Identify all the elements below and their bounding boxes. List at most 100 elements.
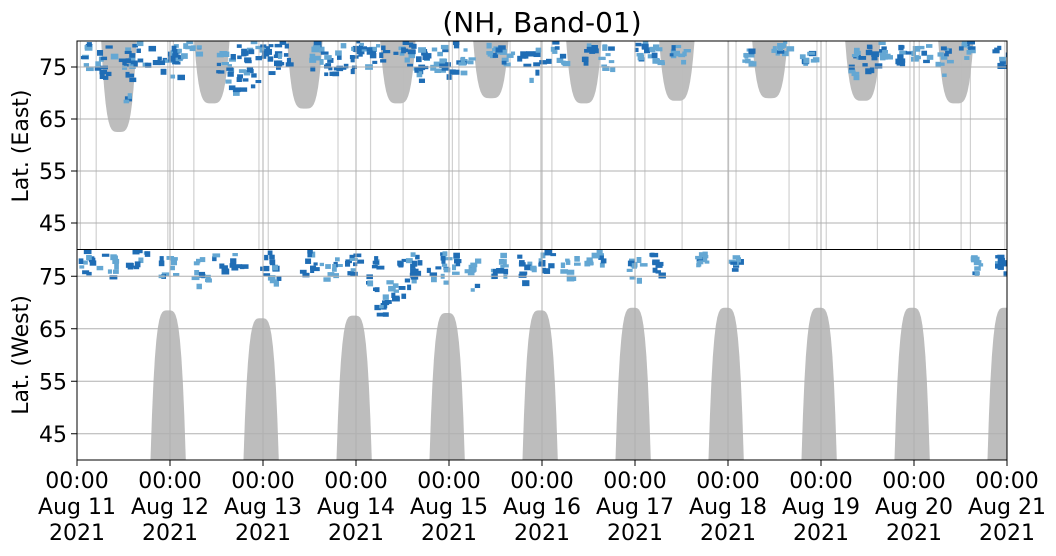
activity-cell-west-17-10	[503, 268, 509, 275]
activity-cell-east-39-1	[946, 59, 954, 64]
activity-cell-east-17-2	[411, 43, 417, 49]
activity-cell-east-5-8	[173, 54, 180, 58]
activity-cell-east-14-9	[337, 55, 342, 60]
activity-cell-east-7-8	[221, 62, 229, 66]
activity-cell-east-7-7	[217, 70, 225, 74]
activity-cell-west-11-8	[382, 294, 389, 300]
activity-cell-west-6-3	[267, 250, 273, 256]
activity-cell-east-18-11	[422, 65, 429, 70]
activity-cell-east-9-5	[244, 50, 249, 56]
coverage-stripe-5	[258, 41, 260, 249]
activity-cell-west-13-7	[410, 275, 419, 280]
activity-cell-east-14-5	[336, 65, 344, 72]
xtick-date-9: Aug 20	[875, 495, 953, 520]
activity-cell-west-9-5	[345, 261, 351, 267]
xtick-time-8: 00:00	[789, 469, 852, 494]
activity-cell-east-17-1	[408, 52, 416, 59]
y-ticks: 45 55 65 75 75 65 55 45	[39, 56, 77, 448]
activity-cell-east-17-9	[401, 47, 406, 54]
activity-cell-west-10-2	[376, 265, 385, 270]
activity-cell-east-40-9	[966, 49, 972, 55]
activity-cell-east-4-8	[137, 58, 144, 63]
activity-cell-west-2-6	[144, 251, 151, 257]
activity-cell-east-7-1	[216, 62, 221, 67]
activity-cell-east-23-6	[498, 45, 506, 50]
activity-cell-west-4-5	[198, 271, 206, 278]
activity-cell-west-1-7	[109, 275, 118, 280]
activity-cell-east-9-2	[250, 84, 256, 89]
activity-cell-west-13-9	[411, 260, 418, 267]
activity-cell-east-31-3	[747, 53, 755, 58]
activity-cell-east-2-5	[129, 73, 135, 78]
activity-cell-west-16-4	[470, 288, 475, 292]
coverage-stripe-21	[816, 41, 818, 249]
activity-cell-west-5-2	[230, 258, 237, 264]
activity-cell-west-10-10	[366, 274, 373, 280]
activity-cell-east-5-5	[170, 74, 176, 79]
activity-cell-east-8-15	[241, 52, 247, 57]
activity-cell-east-24-6	[523, 52, 529, 59]
activity-cell-east-30-5	[669, 53, 676, 57]
activity-cell-west-2-8	[127, 263, 134, 270]
activity-cell-west-12-5	[401, 258, 409, 262]
gray-region-west-9	[987, 307, 1007, 460]
xtick-time-2: 00:00	[231, 469, 294, 494]
activity-cell-east-26-9	[583, 61, 589, 66]
xtick-time-10: 00:00	[975, 469, 1038, 494]
activity-cell-west-11-7	[379, 305, 384, 309]
activity-cell-east-0-5	[84, 45, 93, 51]
activity-cell-west-14-2	[435, 266, 442, 270]
activity-cell-east-23-0	[520, 54, 527, 59]
activity-cell-east-39-2	[945, 48, 952, 54]
activity-cell-west-3-8	[170, 265, 175, 271]
activity-cell-east-40-8	[958, 46, 964, 51]
activity-cell-east-20-3	[445, 62, 451, 68]
xtick-date-2: Aug 13	[224, 495, 302, 520]
activity-cell-east-9-13	[251, 73, 257, 78]
coverage-stripe-11	[458, 41, 460, 249]
xtick-year-5: 2021	[514, 521, 570, 546]
activity-cell-east-34-2	[854, 47, 860, 53]
activity-cell-east-21-8	[460, 56, 466, 63]
activity-cell-east-14-8	[340, 66, 347, 70]
activity-cell-east-2-10	[123, 99, 130, 104]
xtick-label-8: 00:00 Aug 19 2021	[782, 469, 860, 546]
activity-cell-west-9-8	[349, 257, 358, 261]
activity-cell-east-27-8	[608, 60, 615, 64]
activity-cell-east-14-11	[335, 50, 342, 56]
activity-cell-east-15-8	[358, 52, 363, 57]
activity-cell-west-25-3	[732, 255, 741, 260]
activity-cell-west-23-8	[650, 252, 659, 258]
coverage-stripe-20	[788, 41, 790, 249]
activity-cell-east-12-7	[313, 55, 321, 61]
activity-cell-west-4-8	[191, 276, 200, 281]
xtick-label-7: 00:00 Aug 18 2021	[689, 469, 767, 546]
activity-cell-east-9-7	[250, 41, 258, 45]
activity-cell-west-1-1	[114, 264, 119, 270]
activity-cell-west-22-8	[631, 263, 637, 269]
activity-cell-east-32-4	[783, 41, 788, 44]
activity-cell-east-8-13	[228, 85, 236, 91]
activity-cell-west-7-5	[313, 262, 318, 266]
activity-cell-east-2-3	[125, 71, 130, 78]
activity-cell-west-8-6	[335, 257, 340, 262]
xtick-label-4: 00:00 Aug 15 2021	[410, 469, 488, 546]
activity-cell-west-12-9	[393, 289, 400, 293]
activity-cell-west-12-13	[392, 283, 399, 288]
activity-cell-east-28-1	[642, 41, 649, 46]
activity-cell-east-33-8	[812, 57, 820, 63]
panel-east	[79, 41, 1007, 249]
activity-cell-east-32-2	[771, 48, 777, 53]
grid	[76, 41, 1008, 460]
activity-cell-east-39-3	[939, 62, 945, 66]
activity-cell-east-8-3	[233, 91, 240, 96]
activity-cell-west-14-9	[443, 267, 451, 273]
activity-cell-east-23-8	[501, 60, 507, 65]
y-label-west: Lat. (West)	[9, 295, 34, 415]
activity-cell-east-18-9	[416, 56, 422, 63]
activity-cell-west-12-16	[386, 280, 394, 285]
activity-cell-east-1-8	[100, 56, 108, 61]
coverage-stripe-6	[267, 41, 269, 249]
activity-cell-west-10-7	[367, 280, 374, 287]
activity-cell-east-23-4	[506, 53, 514, 58]
